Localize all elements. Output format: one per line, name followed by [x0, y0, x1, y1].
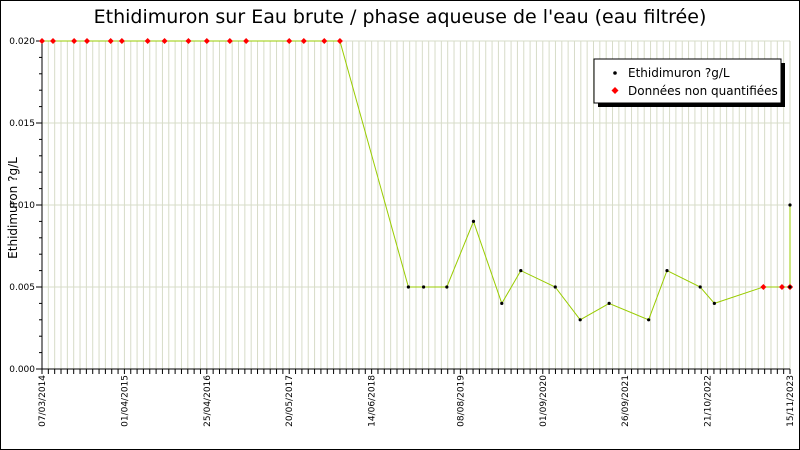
data-point-unquantified	[107, 38, 114, 44]
y-tick-label: 0.005	[9, 283, 35, 293]
legend: Ethidimuron ?g/L Données non quantifiées	[593, 58, 785, 107]
data-point-unquantified	[286, 38, 293, 44]
data-point-unquantified	[203, 38, 210, 44]
data-point	[406, 285, 410, 289]
data-point	[422, 285, 426, 289]
x-tick-label: 26/09/2021	[621, 375, 631, 427]
y-tick-label: 0.000	[9, 365, 35, 375]
data-point	[471, 219, 476, 223]
data-point-unquantified	[118, 38, 125, 44]
data-point-unquantified	[243, 38, 250, 44]
series-layer	[39, 38, 793, 322]
data-point	[698, 285, 702, 289]
chart-title: Ethidimuron sur Eau brute / phase aqueus…	[93, 6, 707, 28]
x-tick-label: 25/04/2016	[203, 375, 213, 427]
y-tick-label: 0.015	[9, 119, 35, 129]
data-point-unquantified	[161, 38, 168, 44]
y-axis-title: Ethidimuron ?g/L	[6, 157, 20, 259]
data-point-unquantified	[760, 284, 767, 290]
data-point	[788, 285, 792, 289]
data-point	[519, 269, 523, 273]
data-point-unquantified	[300, 38, 307, 44]
legend-label-unquantified: Données non quantifiées	[628, 84, 778, 98]
data-point	[553, 285, 557, 289]
x-tick-label: 07/03/2014	[38, 375, 48, 427]
data-point-unquantified	[336, 38, 343, 44]
data-point	[647, 318, 651, 322]
x-tick-label: 21/10/2022	[704, 375, 714, 427]
data-point-unquantified	[226, 38, 233, 44]
data-point	[788, 203, 792, 207]
y-tick-label: 0.010	[9, 201, 35, 211]
x-tick-label: 08/08/2019	[456, 375, 466, 427]
legend-marker-quantified	[613, 71, 617, 75]
legend-box	[593, 58, 782, 104]
data-point	[500, 301, 504, 305]
legend-marker-unquantified	[611, 87, 619, 94]
data-point-unquantified	[185, 38, 192, 44]
axis-layer: 0.000 0.005 0.010 0.015 0.020 07/03/2014 01/04…	[9, 37, 796, 427]
x-tick-label: 01/04/2015	[120, 375, 130, 427]
x-tick-label: 01/09/2020	[539, 375, 549, 427]
legend-label-quantified: Ethidimuron ?g/L	[628, 66, 730, 80]
x-tick-label: 20/05/2017	[285, 375, 295, 427]
data-point-unquantified	[778, 284, 785, 290]
data-point-unquantified	[49, 38, 56, 44]
data-point-unquantified	[144, 38, 151, 44]
data-point	[578, 318, 582, 322]
data-point	[445, 285, 449, 289]
data-point	[665, 269, 669, 273]
data-point-unquantified	[71, 38, 78, 44]
x-tick-label: 15/11/2023	[786, 375, 796, 427]
data-point-unquantified	[84, 38, 91, 44]
series-line	[42, 40, 791, 321]
y-tick-label: 0.020	[9, 37, 35, 47]
data-point-unquantified	[39, 38, 45, 44]
data-point	[712, 301, 716, 305]
x-tick-label: 14/06/2018	[368, 375, 378, 427]
data-point-unquantified	[321, 38, 328, 44]
data-point	[607, 301, 611, 305]
